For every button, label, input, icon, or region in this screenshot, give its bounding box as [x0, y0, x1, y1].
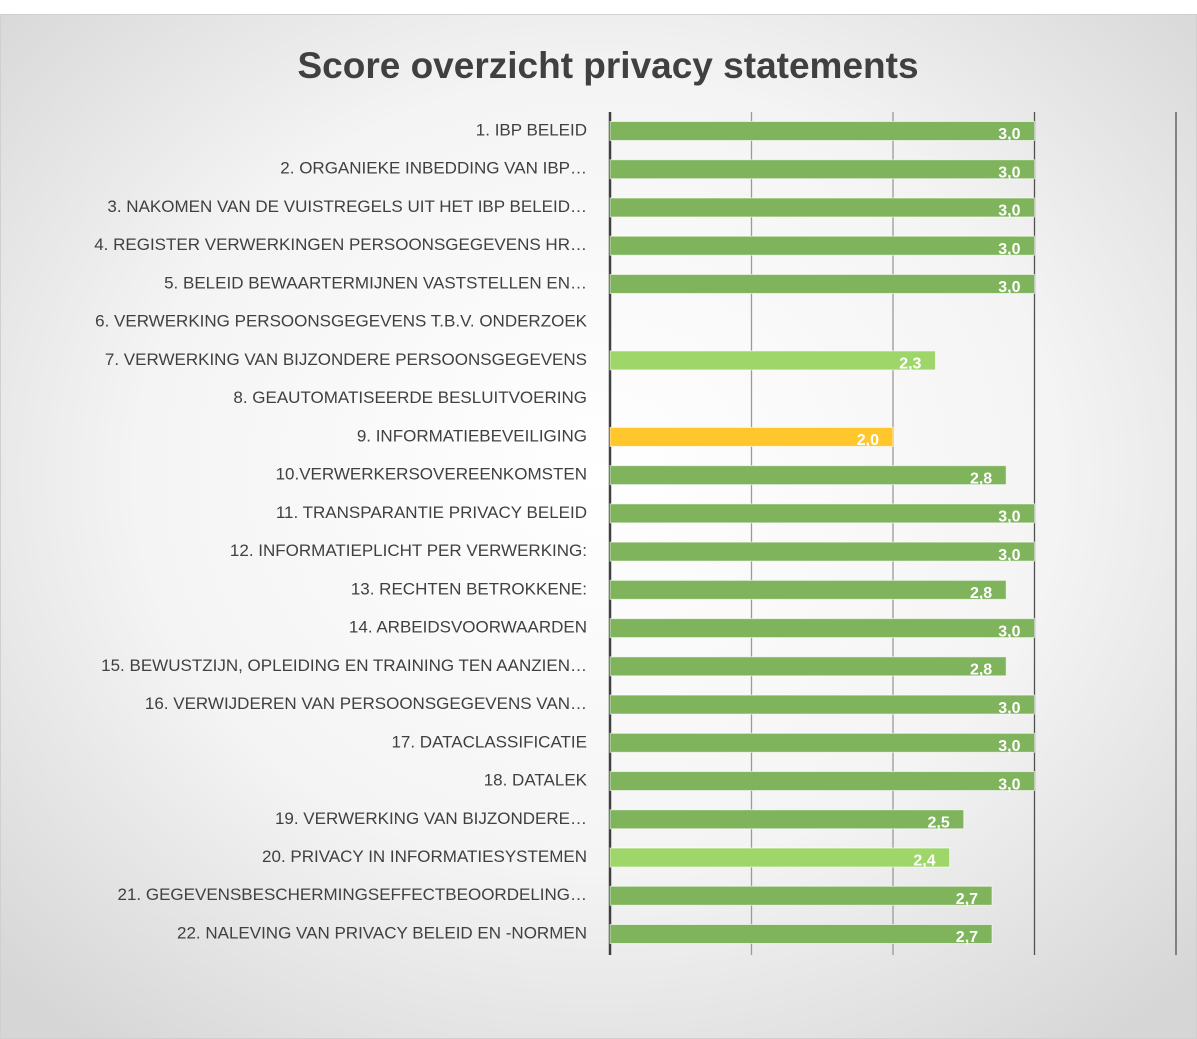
- bar: [609, 503, 1035, 524]
- category-label: 17. DATACLASSIFICATIE: [391, 732, 587, 751]
- value-label: 3,0: [998, 279, 1020, 296]
- bar: [609, 694, 1035, 715]
- bar: [609, 771, 1035, 792]
- bar: [609, 273, 1035, 294]
- chart-background: [0, 14, 1197, 1039]
- value-label: 3,0: [998, 700, 1020, 717]
- category-label: 21. GEGEVENSBESCHERMINGSEFFECTBEOORDELIN…: [118, 885, 587, 904]
- value-label: 3,0: [998, 164, 1020, 181]
- bar: [609, 656, 1007, 677]
- value-label: 3,0: [998, 509, 1020, 526]
- chart-title: Score overzicht privacy statements: [297, 45, 918, 86]
- bar: [609, 197, 1035, 218]
- value-label: 3,0: [998, 126, 1020, 143]
- bar: [609, 426, 894, 447]
- value-label: 3,0: [998, 776, 1020, 793]
- bar: [609, 465, 1007, 486]
- bar: [609, 159, 1035, 180]
- category-label: 1. IBP BELEID: [476, 120, 587, 139]
- category-label: 18. DATALEK: [484, 771, 588, 790]
- bar: [609, 924, 993, 944]
- category-label: 5. BELEID BEWAARTERMIJNEN VASTSTELLEN EN…: [164, 273, 587, 292]
- category-label: 3. NAKOMEN VAN DE VUISTREGELS UIT HET IB…: [107, 197, 587, 216]
- category-label: 13. RECHTEN BETROKKENE:: [351, 579, 587, 598]
- category-label: 19. VERWERKING VAN BIJZONDERE…: [275, 809, 587, 828]
- value-label: 2,4: [913, 853, 935, 870]
- value-label: 2,3: [899, 356, 921, 373]
- value-label: 2,8: [970, 470, 992, 487]
- category-label: 6. VERWERKING PERSOONSGEGEVENS T.B.V. ON…: [95, 312, 588, 331]
- category-label: 22. NALEVING VAN PRIVACY BELEID EN -NORM…: [177, 923, 587, 942]
- bar: [609, 235, 1035, 256]
- category-label: 11. TRANSPARANTIE PRIVACY BELEID: [276, 503, 587, 522]
- value-label: 2,7: [956, 891, 978, 908]
- bar: [609, 541, 1035, 562]
- category-label: 20. PRIVACY IN INFORMATIESYSTEMEN: [262, 847, 587, 866]
- category-label: 10.VERWERKERSOVEREENKOMSTEN: [276, 465, 587, 484]
- category-label: 9. INFORMATIEBEVEILIGING: [357, 426, 587, 445]
- value-label: 2,5: [928, 815, 950, 832]
- value-label: 2,8: [970, 585, 992, 602]
- category-label: 2. ORGANIEKE INBEDDING VAN IBP…: [280, 159, 587, 178]
- bar: [609, 732, 1035, 753]
- category-label: 4. REGISTER VERWERKINGEN PERSOONSGEGEVEN…: [94, 235, 587, 254]
- value-label: 2,7: [956, 929, 978, 946]
- value-label: 3,0: [998, 547, 1020, 564]
- value-label: 2,0: [857, 432, 879, 449]
- value-label: 3,0: [998, 623, 1020, 640]
- bar: [609, 121, 1035, 141]
- value-label: 3,0: [998, 738, 1020, 755]
- category-label: 15. BEWUSTZIJN, OPLEIDING EN TRAINING TE…: [101, 656, 587, 675]
- value-label: 3,0: [998, 203, 1020, 220]
- bar: [609, 618, 1035, 639]
- bar: [609, 350, 936, 371]
- bar: [609, 809, 965, 830]
- category-label: 14. ARBEIDSVOORWAARDEN: [349, 618, 587, 637]
- value-label: 3,0: [998, 241, 1020, 258]
- category-label: 12. INFORMATIEPLICHT PER VERWERKING:: [230, 541, 587, 560]
- bar: [609, 579, 1007, 600]
- bar: [609, 847, 951, 868]
- category-label: 7. VERWERKING VAN BIJZONDERE PERSOONSGEG…: [105, 350, 587, 369]
- category-label: 16. VERWIJDEREN VAN PERSOONSGEGEVENS VAN…: [145, 694, 587, 713]
- bar: [609, 885, 993, 906]
- category-label: 8. GEAUTOMATISEERDE BESLUITVOERING: [233, 388, 587, 407]
- value-label: 2,8: [970, 662, 992, 679]
